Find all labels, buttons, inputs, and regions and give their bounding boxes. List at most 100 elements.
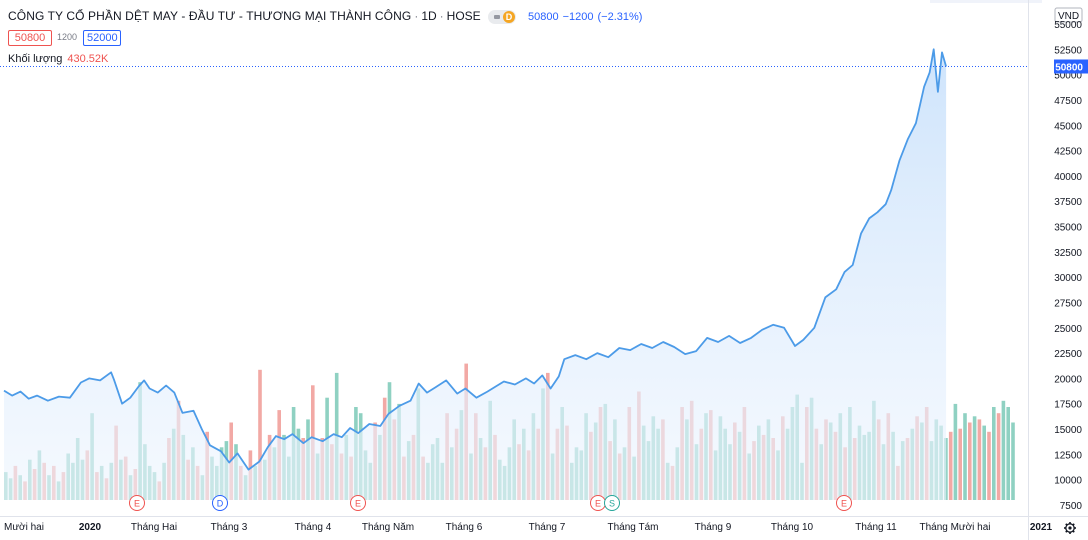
volume-bar <box>944 438 948 500</box>
volume-bar <box>277 410 281 500</box>
volume-bar <box>781 416 785 500</box>
volume-bar <box>263 459 267 500</box>
volume-value: 430.52K <box>67 53 109 65</box>
bid-button[interactable]: 50800 <box>8 30 52 46</box>
volume-bar <box>948 431 953 500</box>
volume-bar <box>766 419 771 500</box>
volume-bar <box>541 388 545 500</box>
volume-bar <box>876 419 881 500</box>
volume-bar <box>862 434 867 500</box>
volume-legend[interactable]: Khối lượng 430.52K <box>8 53 108 65</box>
volume-bar <box>56 481 61 500</box>
volume-bar <box>181 434 186 500</box>
volume-bar <box>315 453 320 500</box>
volume-bar <box>287 456 291 500</box>
volume-bar <box>737 431 742 500</box>
volume-bar <box>344 434 349 500</box>
price-tick-label: 55000 <box>1054 20 1082 31</box>
ask-button[interactable]: 52000 <box>83 30 121 46</box>
price-tick-label: 35000 <box>1054 223 1082 234</box>
price-tick-label: 52500 <box>1054 45 1082 56</box>
time-tick-label: Tháng 4 <box>295 522 332 533</box>
time-tick-label: 2021 <box>1030 522 1053 533</box>
volume-bar <box>867 431 871 500</box>
volume-bar <box>843 447 847 500</box>
settings-gear-icon[interactable] <box>1064 522 1076 534</box>
volume-bar <box>90 413 94 500</box>
price-area <box>4 49 947 501</box>
price-tick-label: 40000 <box>1054 172 1082 183</box>
volume-bar <box>512 419 516 500</box>
volume-bar <box>85 450 90 500</box>
volume-bar <box>18 475 22 500</box>
volume-bar <box>939 425 943 500</box>
volume-bar <box>522 428 526 500</box>
volume-bar <box>128 475 133 500</box>
volume-bar <box>627 407 632 500</box>
volume-bar <box>852 438 857 500</box>
interval-label[interactable]: 1D <box>421 9 437 23</box>
price-tick-label: 17500 <box>1054 400 1082 411</box>
volume-bar <box>579 450 584 500</box>
event-marker-label: E <box>841 499 847 509</box>
volume-label: Khối lượng <box>8 53 63 65</box>
volume-bar <box>215 465 219 500</box>
volume-bar <box>958 428 962 500</box>
volume-bar <box>992 407 996 500</box>
volume-bar <box>47 475 51 500</box>
volume-bar <box>814 428 819 500</box>
symbol-name[interactable]: CÔNG TY CỔ PHẦN DỆT MAY - ĐẦU TƯ - THƯƠN… <box>8 9 412 23</box>
volume-bar <box>143 444 147 500</box>
volume-bar <box>613 419 617 500</box>
volume-bar <box>28 459 32 500</box>
volume-bar <box>435 438 440 500</box>
volume-bar <box>373 422 377 500</box>
volume-bar <box>330 444 334 500</box>
currency-badge <box>1054 7 1083 23</box>
volume-bar <box>771 438 775 500</box>
event-marker-label: E <box>134 499 140 509</box>
volume-bar <box>339 453 344 500</box>
volume-bar <box>95 472 99 500</box>
quote-line: 50800 −1200 (−2.31%) <box>528 11 646 23</box>
event-marker-icon <box>212 495 228 511</box>
volume-bar <box>526 450 531 500</box>
event-marker-icon <box>350 495 366 511</box>
time-tick-label: Tháng 3 <box>211 522 248 533</box>
volume-bar <box>848 407 852 500</box>
volume-bar <box>977 419 982 500</box>
volume-bar <box>104 478 109 500</box>
volume-bar <box>464 363 468 500</box>
time-tick-label: Tháng Tám <box>608 522 659 533</box>
volume-bar <box>152 472 157 500</box>
volume-bar <box>833 431 838 500</box>
volume-bar <box>584 413 588 500</box>
volume-bar <box>320 438 325 500</box>
volume-bar <box>392 419 397 500</box>
volume-bar <box>733 422 737 500</box>
price-tick-label: 10000 <box>1054 476 1082 487</box>
volume-bar <box>411 434 416 500</box>
status-dot-icon <box>494 15 500 19</box>
volume-bar <box>272 447 277 500</box>
volume-bar <box>502 465 507 500</box>
volume-bar <box>536 428 540 500</box>
price-tick-label: 30000 <box>1054 273 1082 284</box>
volume-bar <box>440 462 445 500</box>
volume-bar <box>790 407 795 500</box>
volume-bar <box>147 465 152 500</box>
volume-bar <box>593 422 598 500</box>
volume-bar <box>301 438 305 500</box>
volume-bar <box>469 453 473 500</box>
market-status-pill[interactable]: D <box>488 10 516 24</box>
last-price: 50800 <box>528 11 559 23</box>
event-marker-label: D <box>217 499 224 509</box>
event-marker-icon <box>604 495 620 511</box>
volume-bar <box>661 419 665 500</box>
volume-bar <box>689 400 694 500</box>
price-tick-label: 47500 <box>1054 96 1082 107</box>
volume-bar <box>454 428 459 500</box>
volume-bar <box>800 462 804 500</box>
price-tick-label: 50000 <box>1054 71 1082 82</box>
